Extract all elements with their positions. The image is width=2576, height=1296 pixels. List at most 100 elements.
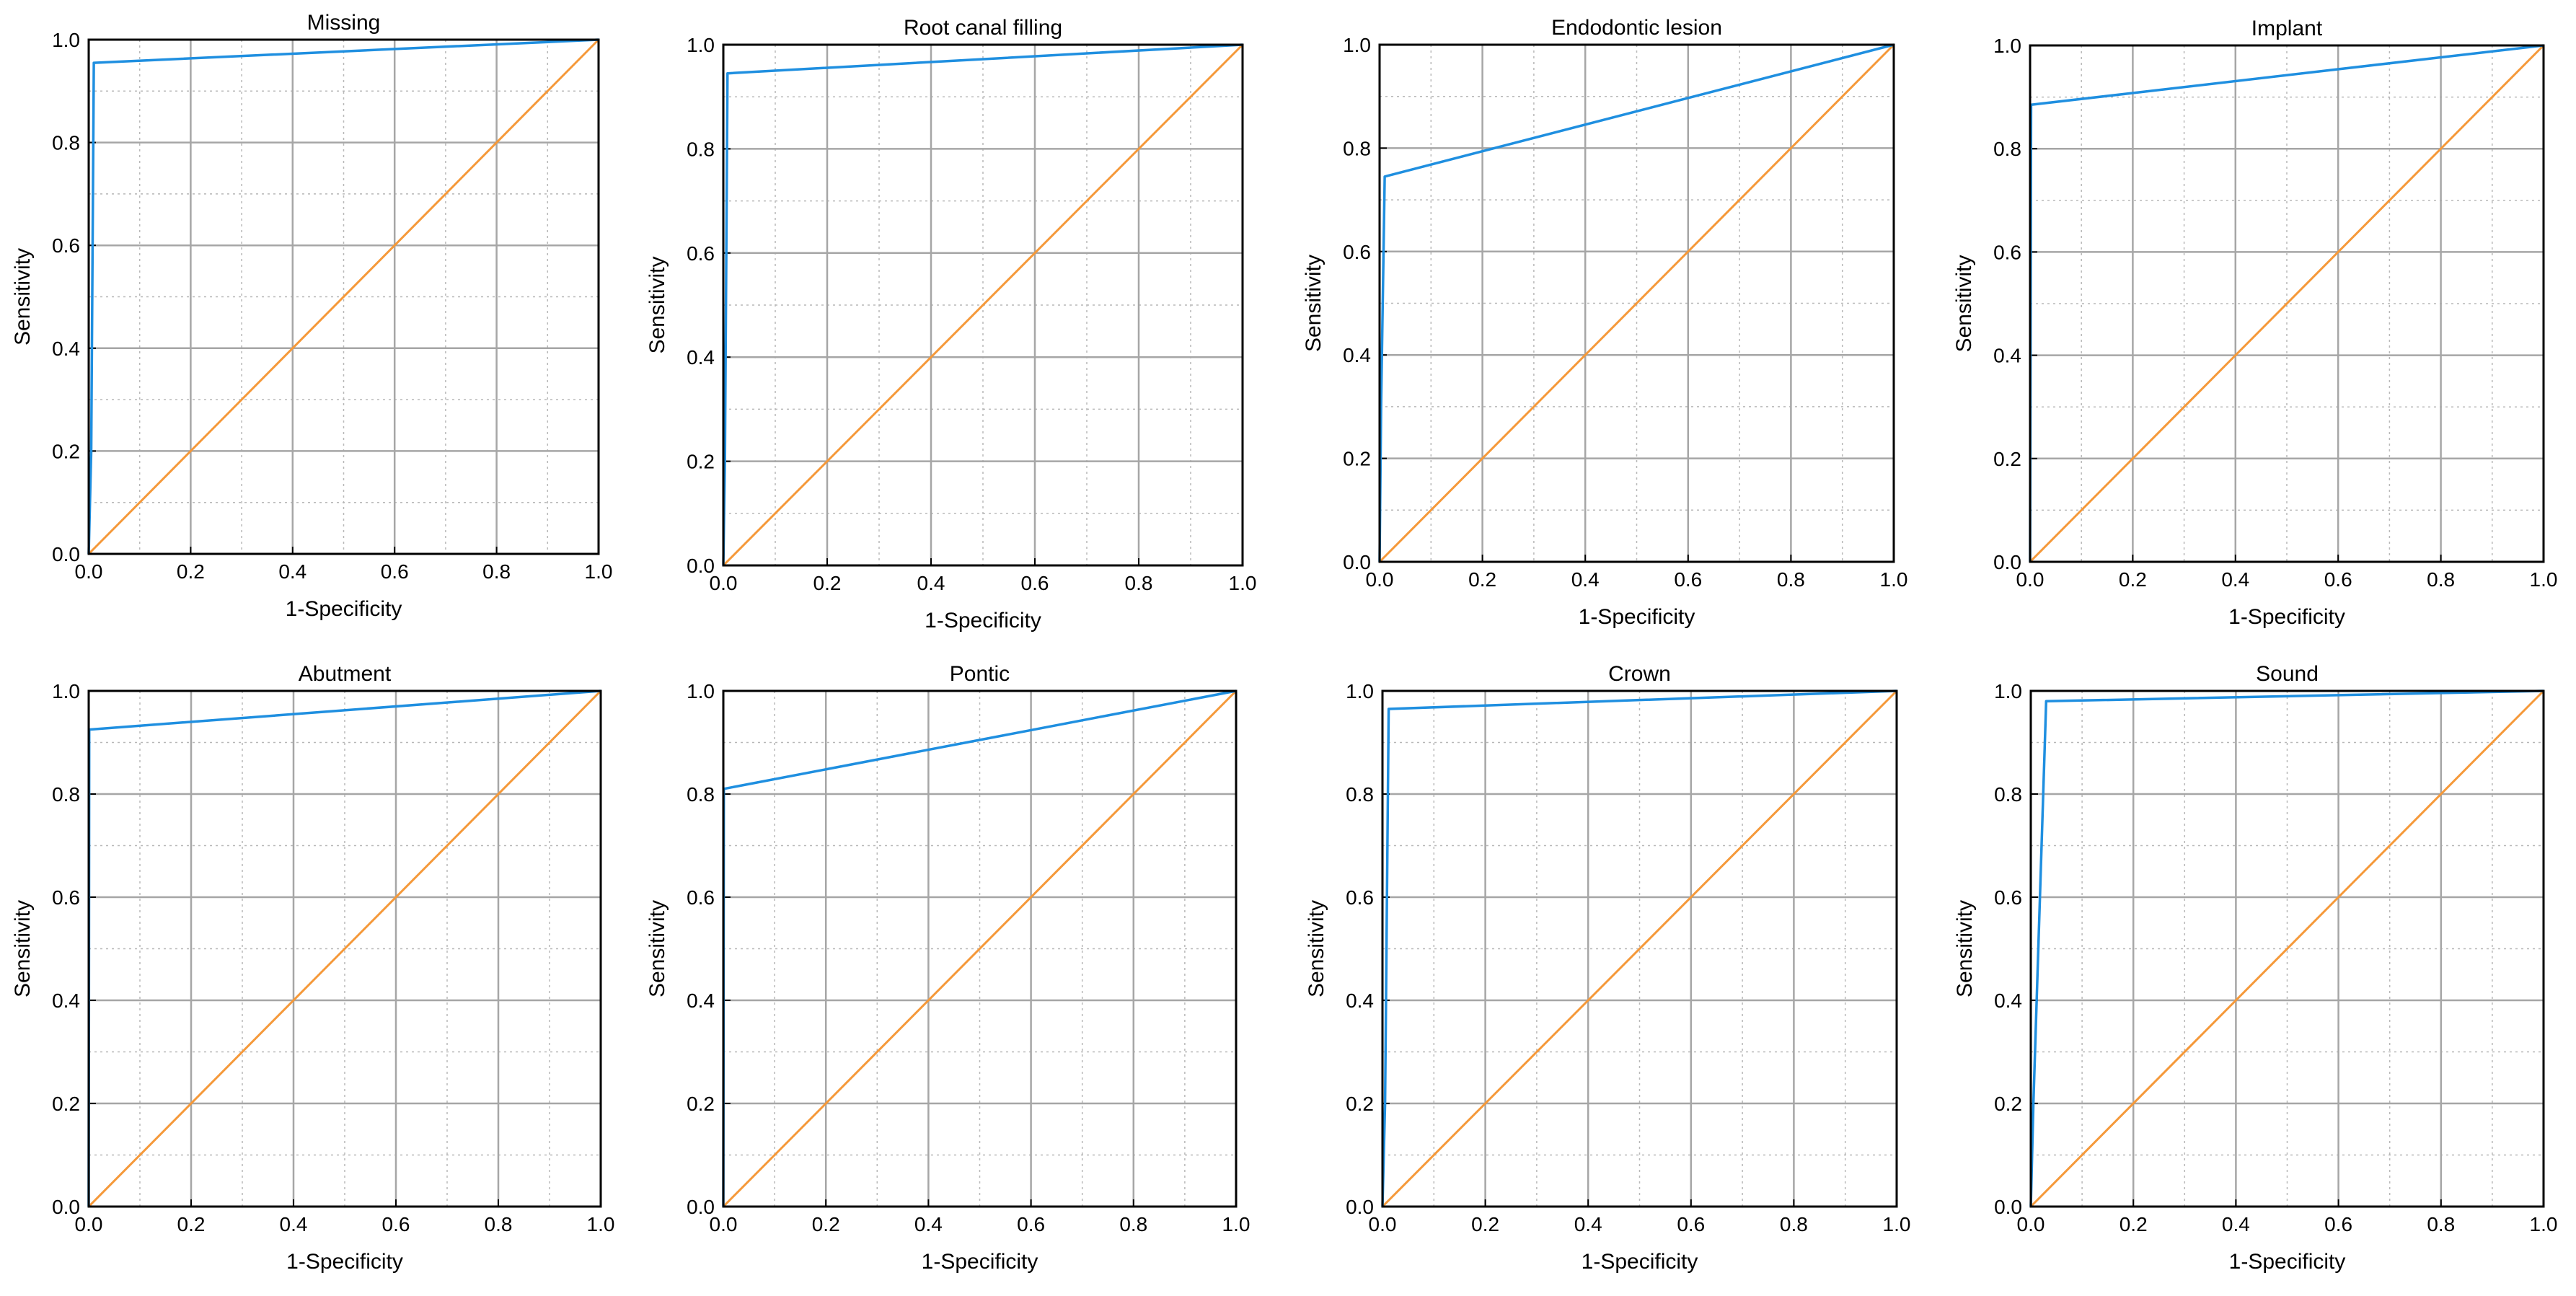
y-axis-label: Sensitivity (1952, 255, 1976, 352)
y-axis-label: Sensitivity (1302, 255, 1326, 352)
y-tick-label: 1.0 (687, 34, 715, 56)
y-tick-label: 1.0 (1993, 35, 2021, 57)
x-tick-label: 0.6 (2324, 568, 2352, 591)
x-tick-label: 0.8 (1777, 568, 1805, 591)
x-tick-label: 1.0 (585, 560, 613, 583)
y-tick-label: 0.6 (1346, 886, 1374, 909)
y-tick-label: 0.2 (1993, 448, 2021, 470)
plot-frame (2029, 689, 2545, 1208)
x-tick-label: 0.4 (2221, 568, 2249, 591)
x-tick-label: 0.6 (1021, 572, 1049, 594)
chart-title: Endodontic lesion (1551, 16, 1722, 40)
x-axis-label: 1-Specificity (286, 1250, 403, 1274)
x-tick-label: 0.0 (710, 572, 738, 594)
x-tick-label: 0.2 (177, 1213, 206, 1235)
chart-title: Root canal filling (904, 16, 1062, 40)
x-axis-label: 1-Specificity (1579, 605, 1695, 629)
chart-title: Implant (2251, 17, 2323, 40)
chart-title: Abutment (299, 662, 392, 686)
reference-line (1381, 689, 1898, 1208)
plot-frame (87, 689, 602, 1208)
x-tick-label: 1.0 (2530, 1213, 2558, 1235)
y-tick-label: 0.4 (1994, 989, 2022, 1012)
y-tick-label: 0.6 (1994, 886, 2022, 909)
y-tick-label: 0.4 (1346, 989, 1374, 1012)
y-tick-label: 0.8 (687, 138, 715, 160)
y-tick-label: 0.4 (1343, 344, 1371, 366)
y-tick-label: 1.0 (1343, 34, 1371, 56)
roc-panel-missing: 0.00.0 0.2 0.2 0.4 0.4 0.6 0.6 0.8 0.8 1.0 1.0 Miss… (11, 11, 612, 621)
y-tick-label: 0.6 (52, 886, 80, 909)
chart-title: Crown (1608, 662, 1671, 686)
y-tick-label: 0.0 (1343, 551, 1371, 573)
x-tick-label: 1.0 (1883, 1213, 1911, 1235)
reference-line (2029, 44, 2545, 563)
y-tick-label: 0.2 (1346, 1093, 1374, 1115)
x-tick-label: 1.0 (587, 1213, 615, 1235)
x-tick-label: 0.6 (1017, 1213, 1045, 1235)
plot-frame (87, 38, 600, 555)
y-tick-label: 0.4 (687, 989, 715, 1012)
chart-title: Pontic (950, 662, 1010, 686)
y-tick-label: 0.6 (687, 886, 715, 909)
reference-line (87, 38, 600, 555)
x-tick-label: 0.6 (382, 1213, 410, 1235)
y-tick-label: 0.8 (1993, 138, 2021, 160)
y-tick-label: 0.6 (1993, 241, 2021, 263)
x-tick-label: 0.8 (2427, 568, 2455, 591)
y-axis-label: Sensitivity (11, 900, 35, 997)
x-tick-label: 0.4 (278, 560, 306, 583)
roc-curve (2029, 689, 2544, 1207)
plot-frame (1378, 43, 1895, 563)
y-tick-label: 0.6 (687, 242, 715, 265)
reference-line (722, 43, 1244, 567)
plot-frame (722, 689, 1238, 1208)
x-tick-label: 0.8 (482, 560, 511, 583)
x-tick-label: 0.0 (710, 1213, 738, 1235)
x-tick-label: 0.4 (280, 1213, 308, 1235)
y-tick-label: 1.0 (1994, 680, 2022, 702)
y-axis-label: Sensitivity (645, 900, 669, 997)
y-axis-label: Sensitivity (11, 248, 35, 345)
x-tick-label: 0.4 (1574, 1213, 1602, 1235)
reference-line (722, 689, 1238, 1208)
x-tick-label: 0.8 (1125, 572, 1153, 594)
x-tick-label: 0.2 (812, 1213, 840, 1235)
y-tick-label: 0.2 (52, 440, 80, 462)
x-axis-label: 1-Specificity (922, 1250, 1038, 1274)
y-tick-label: 0.8 (1343, 137, 1371, 159)
x-tick-label: 0.0 (1369, 1213, 1397, 1235)
reference-line (2029, 689, 2545, 1208)
y-tick-label: 0.4 (52, 989, 80, 1012)
x-tick-label: 0.0 (2017, 1213, 2045, 1235)
y-axis-label: Sensitivity (645, 256, 669, 353)
roc-panel-crown: 0.00.0 0.2 0.2 0.4 0.4 0.6 0.6 0.8 0.8 1.0 1.0 Crow… (1305, 662, 1910, 1274)
x-tick-label: 0.2 (1468, 568, 1496, 591)
y-tick-label: 0.2 (52, 1093, 80, 1115)
x-axis-label: 1-Specificity (286, 597, 402, 621)
x-tick-label: 0.6 (381, 560, 409, 583)
x-tick-label: 0.0 (1366, 568, 1394, 591)
x-axis-label: 1-Specificity (1582, 1250, 1698, 1274)
y-tick-label: 0.6 (52, 234, 80, 257)
y-tick-label: 1.0 (52, 29, 80, 51)
x-tick-label: 1.0 (1222, 1213, 1250, 1235)
y-tick-label: 0.0 (52, 1196, 80, 1218)
y-tick-label: 0.2 (1343, 448, 1371, 470)
roc-curve (87, 38, 599, 555)
x-tick-label: 1.0 (1229, 572, 1257, 594)
x-tick-label: 0.6 (1677, 1213, 1705, 1235)
roc-curve (1381, 689, 1897, 1207)
y-tick-label: 1.0 (1346, 680, 1374, 702)
y-tick-label: 0.4 (52, 338, 80, 360)
y-tick-label: 0.0 (687, 555, 715, 577)
x-tick-label: 0.0 (75, 560, 103, 583)
y-tick-label: 0.8 (1346, 783, 1374, 806)
y-tick-label: 1.0 (687, 680, 715, 702)
y-axis-label: Sensitivity (1953, 900, 1977, 997)
roc-panel-endodontic-lesion: 0.00.0 0.2 0.2 0.4 0.4 0.6 0.6 0.8 0.8 1.0 1.0 Endo… (1302, 16, 1907, 629)
x-tick-label: 0.4 (917, 572, 945, 594)
roc-panel-pontic: 0.00.0 0.2 0.2 0.4 0.4 0.6 0.6 0.8 0.8 1.0 1.0 Pont… (645, 662, 1250, 1274)
x-tick-label: 0.2 (177, 560, 205, 583)
y-tick-label: 0.8 (52, 132, 80, 154)
